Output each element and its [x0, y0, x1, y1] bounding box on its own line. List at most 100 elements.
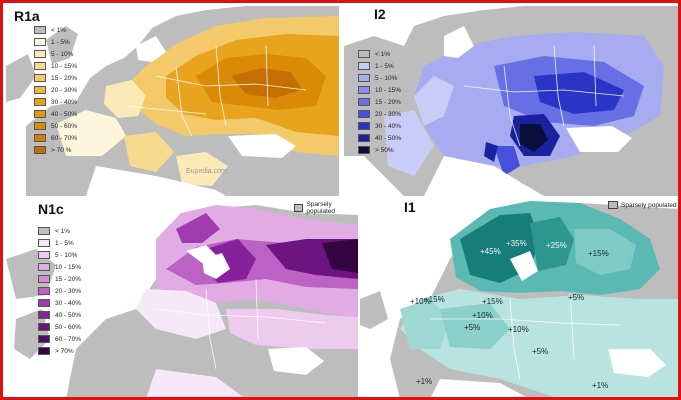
legend-swatch — [34, 86, 46, 94]
legend-item: 50 - 60% — [34, 120, 77, 132]
legend-label: > 70 % — [51, 146, 72, 154]
percent-label: +5% — [532, 347, 549, 356]
percent-label: +15% — [588, 249, 609, 258]
legend-swatch — [358, 134, 370, 142]
legend-label: 1 - 5% — [51, 38, 70, 46]
legend-label: 30 - 40% — [375, 122, 402, 130]
legend-label: 5 - 10% — [55, 251, 78, 259]
legend-item: 15 - 20% — [38, 273, 81, 285]
legend-item: < 1% — [358, 48, 401, 60]
percent-label: +25% — [546, 241, 567, 250]
legend-label: 5 - 10% — [375, 74, 398, 82]
panel-title-i1: I1 — [404, 199, 416, 215]
legend-item: 30 - 40% — [34, 96, 77, 108]
percent-label: +5% — [464, 323, 481, 332]
legend-item: 60 - 70% — [34, 132, 77, 144]
legend-label: 15 - 20% — [51, 74, 78, 82]
legend-swatch — [358, 74, 370, 82]
legend-item: 15 - 20% — [358, 96, 401, 108]
map-i1 — [360, 199, 678, 397]
percent-label: +1% — [416, 377, 433, 386]
legend-item: 40 - 50% — [358, 132, 401, 144]
percent-label: +45% — [480, 247, 501, 256]
legend-item: 10 - 15% — [34, 60, 77, 72]
legend-label: 20 - 30% — [375, 110, 402, 118]
legend-item: 20 - 30% — [34, 84, 77, 96]
map-panel-r1a: R1a < 1% 1 - 5% 5 - 10% 10 - 15% 15 - 20… — [6, 6, 339, 196]
legend-label: 50 - 60% — [51, 122, 78, 130]
panel-title-n1c: N1c — [38, 201, 64, 217]
legend-label: 20 - 30% — [51, 86, 78, 94]
sparse-legend-i1: Sparsely populated — [608, 201, 677, 209]
legend-swatch — [34, 38, 46, 46]
legend-swatch — [34, 110, 46, 118]
percent-label: +15% — [424, 295, 445, 304]
legend-item: 1 - 5% — [34, 36, 77, 48]
legend-label: 40 - 50% — [375, 134, 402, 142]
percent-label: +35% — [506, 239, 527, 248]
legend-label: 40 - 50% — [51, 110, 78, 118]
legend-item: 20 - 30% — [38, 285, 81, 297]
legend-swatch — [38, 251, 50, 259]
legend-swatch — [34, 62, 46, 70]
legend-swatch — [38, 335, 50, 343]
legend-item: 60 - 70% — [38, 333, 81, 345]
sparse-label: Sparsely populated — [621, 201, 677, 209]
legend-swatch — [358, 86, 370, 94]
legend-swatch — [38, 347, 50, 355]
sparse-legend-n1c: Sparsely populated — [294, 201, 358, 215]
legend-swatch — [34, 134, 46, 142]
legend-label: 15 - 20% — [375, 98, 402, 106]
legend-label: 1 - 5% — [55, 239, 74, 247]
panel-title-r1a: R1a — [14, 8, 40, 24]
map-n1c — [6, 199, 358, 397]
legend-i2: < 1% 1 - 5% 5 - 10% 10 - 15% 15 - 20% 20… — [358, 48, 401, 156]
legend-item: 50 - 60% — [38, 321, 81, 333]
legend-swatch — [358, 62, 370, 70]
legend-item: 10 - 15% — [38, 261, 81, 273]
legend-item: 40 - 50% — [34, 108, 77, 120]
legend-label: 30 - 40% — [51, 98, 78, 106]
legend-swatch — [34, 50, 46, 58]
percent-label: +10% — [508, 325, 529, 334]
legend-item: 1 - 5% — [38, 237, 81, 249]
legend-swatch — [34, 98, 46, 106]
legend-label: 1 - 5% — [375, 62, 394, 70]
percent-label: +10% — [472, 311, 493, 320]
legend-label: 50 - 60% — [55, 323, 82, 331]
percent-label: +10% — [410, 297, 431, 306]
panel-title-i2: I2 — [374, 6, 386, 22]
legend-label: < 1% — [375, 50, 390, 58]
legend-item: 15 - 20% — [34, 72, 77, 84]
legend-label: 60 - 70% — [55, 335, 82, 343]
legend-swatch — [358, 50, 370, 58]
map-r1a — [6, 6, 339, 196]
legend-label: 10 - 15% — [375, 86, 402, 94]
legend-n1c: < 1% 1 - 5% 5 - 10% 10 - 15% 15 - 20% 20… — [38, 225, 81, 357]
map-panel-i1: I1 Sparsely populated +45% +35% +25% +15… — [360, 199, 678, 397]
legend-swatch — [38, 275, 50, 283]
legend-item: 5 - 10% — [38, 249, 81, 261]
legend-swatch — [38, 263, 50, 271]
percent-label: +5% — [568, 293, 585, 302]
legend-swatch — [358, 110, 370, 118]
legend-r1a: < 1% 1 - 5% 5 - 10% 10 - 15% 15 - 20% 20… — [34, 24, 77, 156]
legend-label: < 1% — [51, 26, 66, 34]
legend-item: 5 - 10% — [34, 48, 77, 60]
legend-item: < 1% — [34, 24, 77, 36]
legend-label: > 70% — [55, 347, 74, 355]
legend-item: 5 - 10% — [358, 72, 401, 84]
sparse-swatch — [608, 201, 618, 209]
legend-swatch — [34, 74, 46, 82]
legend-swatch — [38, 239, 50, 247]
sparse-swatch — [294, 204, 304, 212]
legend-swatch — [34, 146, 46, 154]
map-i2 — [344, 6, 678, 196]
legend-label: 5 - 10% — [51, 50, 74, 58]
legend-swatch — [34, 122, 46, 130]
legend-item: 40 - 50% — [38, 309, 81, 321]
legend-label: 30 - 40% — [55, 299, 82, 307]
legend-item: > 50% — [358, 144, 401, 156]
legend-label: 40 - 50% — [55, 311, 82, 319]
